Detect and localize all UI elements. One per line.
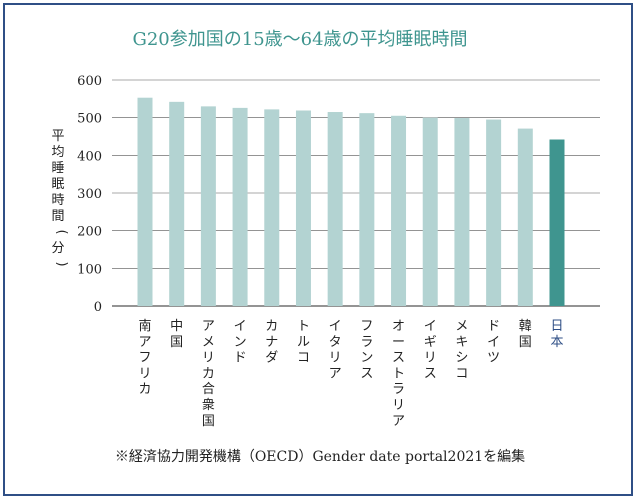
category-label-char: ナ [265,335,278,350]
category-label-char: カ [138,382,151,397]
category-label-char: タ [329,335,342,350]
category-label-char: 衆 [202,397,215,413]
category-labels: 南アフリカ中国アメリカ合衆国インドカナダトルコイタリアフランスオーストラリアイギ… [138,318,563,429]
y-axis-label-char: 睡 [51,161,64,176]
y-axis-label-char: 分 [51,241,64,256]
category-label-char: カ [202,366,215,381]
category-label-char: 日 [550,319,563,334]
category-label-char: メ [202,335,215,350]
category-label-char: フ [360,319,373,334]
source-note: ※経済協力開発機構（OECD）Gender date portal2021を編集 [115,448,525,465]
category-label-char: ラ [392,382,405,397]
category-label-char: イ [424,319,437,334]
category-label-char: カ [265,319,278,334]
bars [137,97,565,307]
category-label-char: イ [487,335,500,350]
category-label-char: 南 [138,318,151,334]
category-label-char: ダ [265,351,278,366]
category-label-char: イ [329,319,342,334]
category-label-char: リ [138,366,151,381]
category-label-char: ア [202,319,215,334]
y-axis-ticks: 0 100 200 300 400 500 600 [77,74,102,315]
category-label-char: イ [234,319,247,334]
bar-9 [422,117,438,307]
category-label-char: ル [297,335,310,350]
category-label-char: 国 [519,335,532,350]
category-label-char: キ [455,335,468,350]
category-label-char: ツ [487,351,500,366]
bar-0 [137,97,153,306]
bar-10 [454,118,470,306]
category-label-char: リ [202,351,215,366]
y-axis-label-char: 時 [51,193,64,208]
category-label-char: ト [392,366,405,381]
category-label-char: リ [329,351,342,366]
bar-4 [264,109,280,306]
category-label-char: ー [392,335,405,350]
category-label-char: リ [392,398,405,413]
y-tick-label: 200 [77,225,102,240]
y-tick-label: 300 [77,187,102,202]
category-label-char: ン [234,335,247,350]
y-axis-label-char: 均 [51,145,64,160]
category-label-char: ス [392,351,405,366]
category-label-char: ン [360,351,373,366]
chart-title: G20参加国の15歳〜64歳の平均睡眠時間 [132,29,467,50]
y-tick-label: 100 [77,262,102,277]
y-axis-label: 平均睡眠時間 ( 分) [51,129,69,267]
category-label-char: ス [360,366,373,381]
category-label-char: リ [424,351,437,366]
y-axis-label-char: 平 [51,129,64,144]
category-label-char: ス [424,366,437,381]
category-label-char: シ [455,351,468,366]
category-label-char: コ [297,351,310,366]
y-tick-label: 0 [94,300,102,315]
y-tick-label: 500 [77,112,102,127]
category-label-char: 国 [202,414,215,429]
category-label-char: ギ [424,335,437,350]
bar-11 [486,119,502,306]
category-label-char: フ [138,351,151,366]
category-label-char: ド [234,351,247,366]
category-label-char: 韓 [519,319,532,334]
bar-5 [295,110,311,306]
y-axis-label-char: ) [54,261,69,266]
category-label-char: メ [455,319,468,334]
category-label-char: 本 [550,335,563,350]
category-label-char: 中 [170,319,183,334]
bar-7 [359,113,375,306]
bar-12 [517,128,533,306]
bar-2 [200,106,216,306]
category-label-char: ア [392,414,405,429]
bar-13 [549,139,565,306]
y-axis-label-char: 眠 [51,177,64,192]
category-label-char: 合 [202,382,215,397]
y-axis-label-char: 間 [51,209,64,224]
category-label-char: オ [392,319,405,334]
category-label-char: ラ [360,335,373,350]
y-axis-label-char: ( [54,229,69,234]
category-label-char: 国 [170,335,183,350]
category-label-char: コ [455,366,468,381]
bar-1 [169,101,185,306]
category-label-char: ト [297,319,310,334]
bar-6 [327,112,343,307]
category-label-char: ア [138,335,151,350]
bar-8 [391,115,407,307]
category-label-char: ド [487,319,500,334]
category-label-char: ア [329,366,342,381]
y-tick-label: 600 [77,74,102,89]
bar-3 [232,107,248,306]
y-tick-label: 400 [77,149,102,164]
